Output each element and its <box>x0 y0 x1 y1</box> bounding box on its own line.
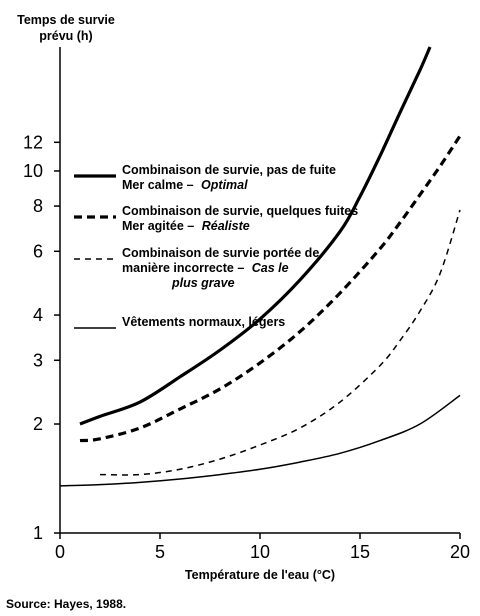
y-axis-title: Temps de survie prévu (h) <box>6 12 126 44</box>
x-axis-title: Température de l'eau (°C) <box>184 568 336 582</box>
source-note: Source: Hayes, 1988. <box>6 597 127 611</box>
series-normal-clothing-line <box>59 394 461 487</box>
legend-label-line: Combinaison de survie, pas de fuite <box>122 163 336 177</box>
series-realistic-line <box>79 135 462 443</box>
legend-entry-realistic: Combinaison de survie, quelques fuitesMe… <box>74 204 358 233</box>
y-tick-label: 6 <box>33 241 43 261</box>
series-worst-case-line <box>99 209 461 476</box>
y-tick-label: 8 <box>33 196 43 216</box>
legend-label-line: Mer calme – Optimal <box>122 178 248 192</box>
y-tick-label: 4 <box>33 305 43 325</box>
legend-label-line: Combinaison de survie portée de <box>122 246 319 260</box>
y-tick-label: 1 <box>33 523 43 543</box>
y-tick-label: 12 <box>23 132 43 152</box>
x-tick-label: 10 <box>250 542 270 562</box>
series-group <box>59 46 462 487</box>
series-optimal-line <box>79 46 432 426</box>
x-tick-label: 15 <box>350 542 370 562</box>
x-tick-label: 0 <box>55 542 65 562</box>
y-axis-title-line1: Temps de survie <box>17 13 115 27</box>
y-tick-label: 2 <box>33 414 43 434</box>
y-tick-label: 10 <box>23 161 43 181</box>
legend-label-line: Vêtements normaux, légers <box>122 315 285 329</box>
legend-entry-normal-clothing: Vêtements normaux, légers <box>74 315 285 329</box>
legend-label-line: manière incorrecte – Cas le <box>122 261 289 275</box>
y-tick-label: 3 <box>33 350 43 370</box>
legend-label-line: plus grave <box>171 276 235 290</box>
legend-label-line: Combinaison de survie, quelques fuites <box>122 204 358 218</box>
x-tick-label: 5 <box>155 542 165 562</box>
y-axis-title-line2: prévu (h) <box>39 29 93 43</box>
legend-label-line: Mer agitée – Réaliste <box>122 219 250 233</box>
x-tick-label: 20 <box>450 542 470 562</box>
